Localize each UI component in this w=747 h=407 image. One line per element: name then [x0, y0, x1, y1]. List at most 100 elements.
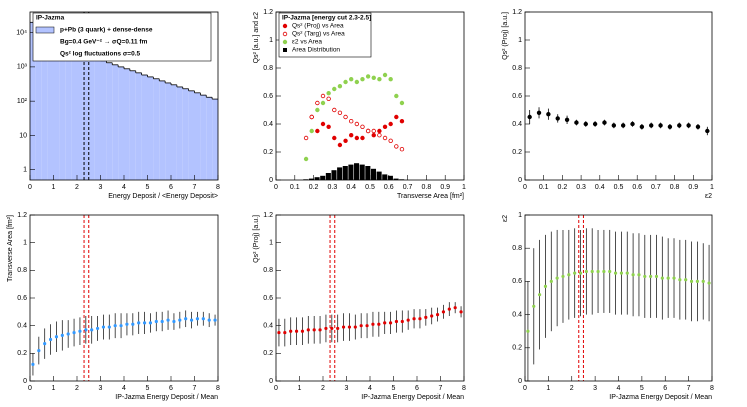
point: [672, 276, 676, 280]
frame: [275, 214, 465, 382]
bar: [320, 175, 326, 180]
bar: [165, 82, 171, 180]
point: [418, 317, 422, 321]
point: [561, 274, 565, 279]
y-tick-label: 0: [269, 177, 273, 184]
y-tick-label: 10⁴: [16, 29, 27, 36]
point: [377, 322, 381, 326]
panel: 0 1 2 3 4 5 6 7 8 1 10 10² 10³ 10⁴ Energy Deposit / <E…: [16, 11, 220, 200]
point: [48, 337, 53, 342]
x-tick-label: 1: [298, 385, 302, 392]
point: [667, 124, 673, 129]
x-tick-label: 2: [321, 385, 325, 392]
y-tick-label: 0.6: [263, 295, 273, 302]
y-tick-label: 0.8: [512, 65, 522, 72]
point: [365, 128, 371, 134]
point: [78, 329, 82, 333]
y-tick-label: 1: [269, 240, 273, 247]
bar: [359, 164, 365, 180]
point: [31, 362, 35, 366]
x-tick-label: 3: [99, 184, 103, 191]
point: [394, 114, 399, 120]
point: [406, 318, 410, 322]
x-axis-label: IP-Jazma Energy Deposit / Mean: [115, 394, 218, 401]
legend-label: Area Distribution: [292, 47, 340, 54]
x-tick-label: 0: [274, 184, 278, 191]
point: [371, 132, 376, 138]
point: [166, 318, 170, 322]
y-tick-label: 0.6: [263, 93, 273, 100]
point: [283, 330, 287, 335]
bar: [387, 175, 393, 180]
x-tick-label: 0.7: [651, 184, 661, 191]
point: [666, 276, 670, 280]
point: [649, 123, 654, 128]
x-tick-label: 0.8: [670, 184, 680, 191]
bar: [71, 50, 77, 180]
bar: [325, 173, 331, 180]
y-tick-label: 0: [518, 378, 522, 385]
bar: [354, 163, 360, 180]
point: [300, 329, 305, 333]
point: [371, 128, 376, 134]
y-tick-label: 1: [518, 37, 522, 44]
bar: [100, 60, 107, 181]
point: [578, 271, 583, 275]
point: [377, 76, 382, 82]
point: [453, 306, 457, 310]
point: [349, 132, 354, 138]
x-tick-label: 0.6: [632, 184, 642, 191]
point: [637, 273, 641, 277]
y-tick-label: 0.2: [263, 350, 273, 357]
y-axis-label: Transverse Area [fm²]: [7, 215, 14, 282]
bar: [59, 46, 66, 180]
bar: [77, 52, 83, 180]
point: [349, 76, 354, 82]
x-axis-label: IP-Jazma Energy Deposit / Mean: [361, 394, 464, 401]
x-tick-label: 0.9: [440, 184, 450, 191]
annotation: Qs² log fluctuations σ=0.5: [60, 51, 140, 58]
point: [705, 128, 710, 134]
point: [343, 79, 348, 85]
point: [602, 120, 607, 125]
point: [213, 318, 217, 322]
x-tick-label: 7: [439, 385, 443, 392]
y-tick-label: 0.2: [17, 350, 27, 357]
legend-label: p+Pb (3 quark) + dense-dense: [60, 27, 153, 34]
point: [148, 321, 153, 325]
y-tick-label: 0.4: [512, 121, 522, 128]
bar: [65, 48, 72, 181]
point: [543, 284, 548, 288]
point: [371, 322, 375, 326]
x-tick-label: 8: [710, 385, 714, 392]
point: [365, 324, 369, 328]
point: [90, 328, 94, 332]
y-tick-label: 1.2: [17, 212, 27, 219]
point: [201, 317, 205, 321]
point: [113, 324, 117, 328]
legend-label: Qs² (Targ) vs Area: [292, 31, 345, 38]
bar: [176, 86, 183, 180]
point: [435, 312, 440, 317]
x-tick-label: 0.3: [576, 184, 586, 191]
point: [555, 276, 559, 280]
x-tick-label: 4: [122, 385, 126, 392]
point: [660, 276, 664, 280]
point: [377, 132, 382, 138]
point: [343, 114, 348, 120]
y-tick-label: 0: [518, 177, 522, 184]
point: [658, 123, 663, 128]
x-tick-label: 6: [169, 184, 173, 191]
legend-label: Qs² (Proj) vs Area: [292, 23, 344, 30]
marks: [526, 228, 711, 381]
point: [137, 321, 141, 325]
bar: [88, 56, 95, 180]
point: [347, 325, 352, 329]
x-tick-label: 1: [546, 385, 550, 392]
y-tick-label: 0.2: [512, 149, 522, 156]
x-tick-label: 1: [52, 184, 56, 191]
point: [326, 96, 331, 101]
point: [532, 304, 536, 308]
x-tick-label: 6: [169, 385, 173, 392]
point: [306, 328, 310, 332]
